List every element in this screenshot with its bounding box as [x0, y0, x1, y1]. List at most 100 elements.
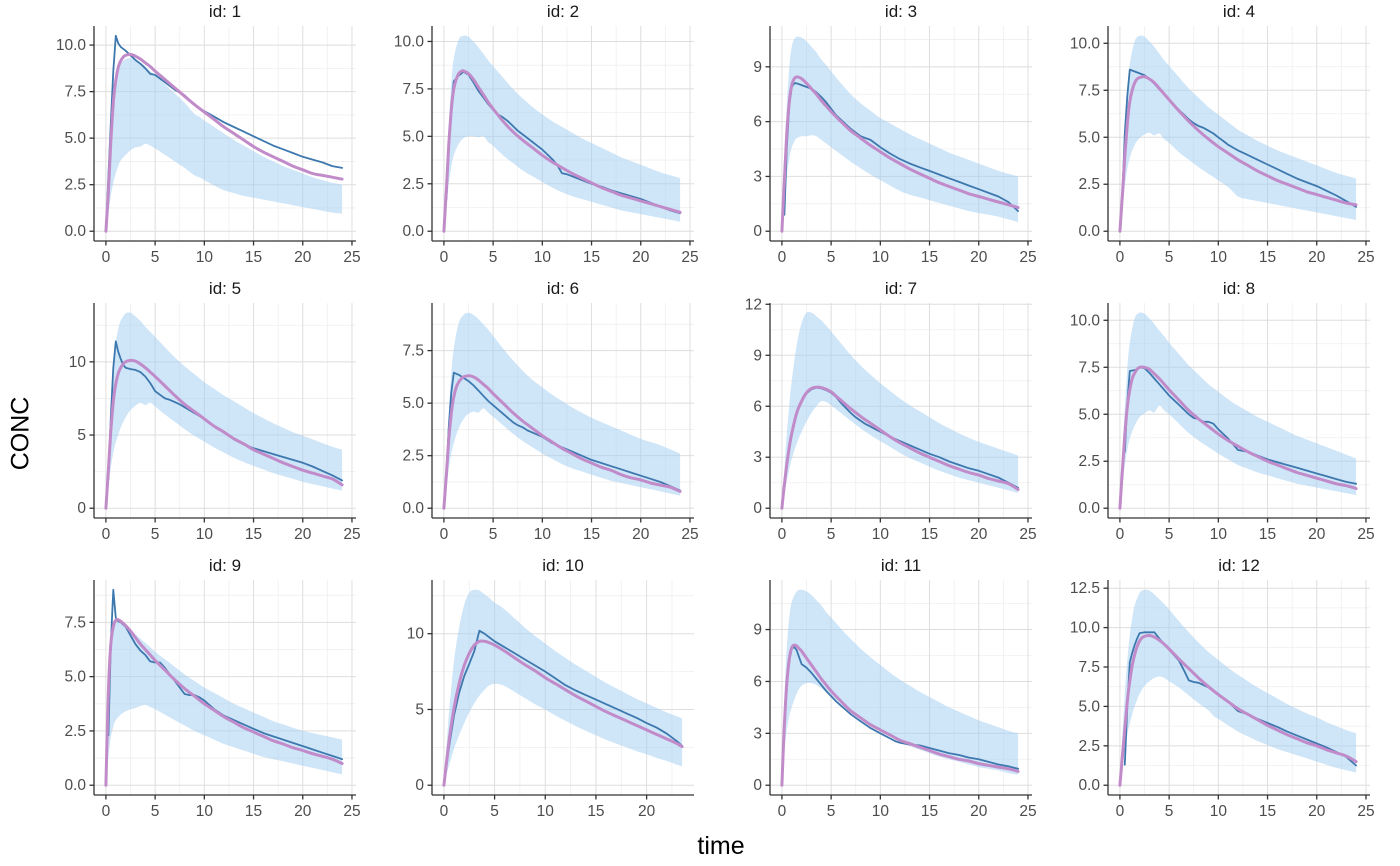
- x-tick-label: 10: [196, 249, 214, 266]
- prediction-interval-ribbon: [443, 35, 681, 232]
- observed-line: [1123, 366, 1357, 485]
- y-tick-label: 5.0: [1078, 129, 1100, 146]
- prediction-line: [1118, 365, 1358, 510]
- x-tick-label: 5: [151, 249, 160, 266]
- x-tick-label: 15: [1259, 526, 1276, 543]
- x-tick-label: 5: [489, 526, 498, 543]
- y-tick-label: 0.0: [402, 223, 424, 240]
- prediction-interval-ribbon: [443, 312, 681, 509]
- x-tick-label: 0: [778, 249, 787, 266]
- prediction-interval-ribbon: [1119, 312, 1357, 509]
- y-tick-label: 7.5: [1078, 659, 1100, 676]
- axes: 0 5 10 15 20 25 0.0 2.5 5.0 7.5 10.0: [1070, 26, 1375, 266]
- x-tick-label: 5: [489, 249, 498, 266]
- panel-title: id: 11: [881, 556, 921, 575]
- facet-panel: id: 12 0 5 10 15 20 25 0.0 2.5 5.0 7.5 10.0 12.5: [1070, 556, 1375, 820]
- x-tick-label: 10: [1210, 803, 1228, 820]
- x-tick-label: 15: [921, 249, 938, 266]
- y-tick-label: 0.0: [1078, 777, 1100, 794]
- x-tick-label: 25: [681, 526, 698, 543]
- y-axis-title-gutter: CONC: [0, 0, 42, 866]
- prediction-line: [780, 643, 1020, 787]
- observed-line: [445, 371, 681, 492]
- x-tick-label: 10: [1210, 526, 1228, 543]
- facet-panel: id: 8 0 5 10 15 20 25 0.0 2.5 5.0 7.5 10.0: [1070, 279, 1375, 543]
- facet-grid: id: 1 0 5 10 15 20 25 0.0 2.5 5.0 7.5 10.0 id: 2 0 5 10…: [42, 0, 1400, 831]
- y-tick-label: 7.5: [402, 81, 424, 98]
- y-tick-label: 5.0: [64, 669, 86, 686]
- y-tick-label: 7.5: [1078, 82, 1100, 99]
- y-tick-label: 5.0: [64, 130, 86, 147]
- facet-panel: id: 2 0 5 10 15 20 25 0.0 2.5 5.0 7.5 10.0: [394, 2, 699, 266]
- axes: 0 5 10 15 20 25 0.0 2.5 5.0 7.5: [64, 580, 361, 820]
- y-tick-label: 6: [753, 673, 762, 690]
- y-axis-title: CONC: [6, 396, 35, 470]
- x-tick-label: 15: [1259, 803, 1276, 820]
- facet-panel: id: 1 0 5 10 15 20 25 0.0 2.5 5.0 7.5 10.0: [56, 2, 361, 266]
- prediction-line: [104, 52, 344, 233]
- y-tick-label: 9: [753, 347, 762, 364]
- x-tick-label: 5: [827, 249, 836, 266]
- x-tick-label: 20: [294, 803, 312, 820]
- facet-panel: id: 3 0 5 10 15 20 25 0 3 6 9: [753, 2, 1037, 266]
- x-tick-label: 0: [102, 526, 111, 543]
- y-tick-label: 12.5: [1070, 580, 1100, 597]
- y-tick-label: 2.5: [64, 177, 86, 194]
- x-tick-label: 25: [343, 526, 360, 543]
- y-tick-label: 10.0: [1070, 35, 1101, 52]
- prediction-line: [442, 69, 682, 233]
- panel-title: id: 1: [209, 2, 241, 21]
- x-tick-label: 20: [970, 249, 988, 266]
- axes: 0 5 10 15 20 25 0 3 6 9: [753, 26, 1037, 266]
- axes: 0 5 10 15 20 25 0 5 10: [69, 303, 361, 543]
- y-tick-label: 0: [77, 500, 86, 517]
- y-tick-label: 7.5: [64, 84, 86, 101]
- y-tick-label: 3: [753, 449, 762, 466]
- axes: 0 5 10 15 20 25 0.0 2.5 5.0 7.5 10.0: [56, 26, 361, 266]
- axes: 0 5 10 15 20 25 0.0 2.5 5.0 7.5 10.0 12.5: [1070, 580, 1375, 820]
- x-tick-label: 15: [921, 803, 938, 820]
- x-tick-label: 25: [1357, 249, 1374, 266]
- x-tick-label: 25: [1019, 249, 1036, 266]
- y-tick-label: 0: [415, 777, 424, 794]
- prediction-line: [442, 639, 684, 787]
- x-tick-label: 5: [827, 803, 836, 820]
- axes: 0 5 10 15 20 25 0 3 6 9: [753, 580, 1037, 820]
- prediction-interval-ribbon: [781, 311, 1019, 509]
- x-tick-label: 20: [970, 803, 988, 820]
- y-tick-label: 0.0: [1078, 500, 1100, 517]
- prediction-interval-ribbon: [781, 36, 1019, 232]
- y-tick-label: 6: [753, 114, 762, 131]
- prediction-line: [104, 358, 344, 510]
- y-tick-label: 10: [69, 354, 87, 371]
- y-tick-label: 5: [415, 701, 424, 718]
- axes: 0 5 10 15 20 25 0.0 2.5 5.0 7.5: [402, 303, 699, 543]
- panel-title: id: 6: [547, 279, 579, 298]
- y-tick-label: 0: [753, 223, 762, 240]
- x-tick-label: 15: [587, 803, 604, 820]
- observed-line: [107, 588, 343, 761]
- axes: 0 5 10 15 20 25 0.0 2.5 5.0 7.5 10.0: [394, 26, 699, 266]
- prediction-interval-ribbon: [781, 589, 1019, 786]
- x-tick-label: 10: [196, 526, 214, 543]
- x-tick-label: 10: [534, 249, 552, 266]
- x-tick-label: 20: [638, 803, 656, 820]
- y-tick-label: 2.5: [402, 176, 424, 193]
- y-tick-label: 7.5: [64, 614, 86, 631]
- facet-grid-area: id: 1 0 5 10 15 20 25 0.0 2.5 5.0 7.5 10.0 id: 2 0 5 10…: [42, 0, 1400, 866]
- facet-panel: id: 5 0 5 10 15 20 25 0 5 10: [69, 279, 361, 543]
- x-tick-label: 25: [343, 249, 360, 266]
- axes: 0 5 10 15 20 25 0 3 6 9 12: [745, 296, 1037, 543]
- prediction-interval-ribbon: [105, 58, 343, 232]
- y-tick-label: 2.5: [64, 723, 86, 740]
- x-tick-label: 5: [490, 803, 499, 820]
- x-tick-label: 20: [294, 249, 312, 266]
- prediction-line: [104, 617, 344, 787]
- y-tick-label: 5.0: [402, 128, 424, 145]
- y-tick-label: 0.0: [64, 777, 86, 794]
- x-tick-label: 15: [921, 526, 938, 543]
- y-tick-label: 5: [77, 427, 86, 444]
- panel-title: id: 2: [547, 2, 579, 21]
- x-tick-label: 20: [294, 526, 312, 543]
